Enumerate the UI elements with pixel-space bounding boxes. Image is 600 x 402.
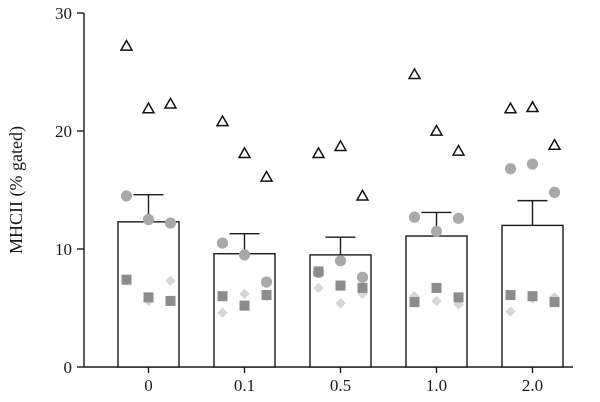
square-point bbox=[239, 300, 250, 311]
triangle-point bbox=[215, 114, 230, 127]
square-point bbox=[121, 274, 132, 285]
circle-point bbox=[548, 186, 561, 198]
triangle-point bbox=[333, 139, 348, 152]
circle-point bbox=[504, 163, 517, 175]
square-point bbox=[217, 291, 228, 302]
square-point bbox=[165, 295, 176, 306]
square-point bbox=[409, 297, 420, 308]
triangle-point bbox=[237, 146, 252, 159]
circle-point bbox=[526, 158, 539, 170]
y-tick-label: 10 bbox=[55, 240, 72, 259]
triangle-point bbox=[119, 39, 134, 51]
data-points bbox=[119, 39, 562, 318]
x-tick-label: 0.5 bbox=[330, 376, 351, 395]
square-point bbox=[505, 290, 516, 301]
circle-point bbox=[164, 217, 177, 229]
square-point bbox=[357, 282, 368, 293]
diamond-point bbox=[239, 288, 250, 300]
triangle-point bbox=[503, 101, 518, 114]
triangle-point bbox=[355, 188, 370, 201]
triangle-point bbox=[547, 138, 562, 151]
x-tick-label: 2.0 bbox=[522, 376, 543, 395]
x-tick-label: 0.1 bbox=[234, 376, 255, 395]
circle-point bbox=[334, 255, 347, 267]
y-axis-label: MHCII (% gated) bbox=[6, 126, 27, 254]
triangle-point bbox=[525, 100, 540, 113]
circle-point bbox=[356, 271, 369, 283]
circle-point bbox=[430, 225, 443, 237]
square-point bbox=[261, 290, 272, 301]
square-point bbox=[453, 292, 464, 303]
square-point bbox=[143, 292, 154, 303]
circle-point bbox=[238, 249, 251, 261]
y-tick-label: 20 bbox=[55, 122, 72, 141]
triangle-point bbox=[311, 146, 326, 159]
triangle-point bbox=[407, 67, 422, 80]
triangle-point bbox=[451, 144, 466, 156]
square-point bbox=[527, 291, 538, 302]
circle-point bbox=[142, 213, 155, 226]
triangle-point bbox=[259, 170, 274, 182]
diamond-point bbox=[313, 282, 324, 294]
diamond-point bbox=[165, 275, 176, 287]
diamond-point bbox=[431, 295, 442, 307]
triangle-point bbox=[141, 101, 156, 114]
x-tick-label: 0 bbox=[144, 376, 153, 395]
square-point bbox=[549, 297, 560, 308]
error-bars bbox=[133, 194, 548, 255]
y-tick-label: 0 bbox=[64, 358, 73, 377]
x-tick-label: 1.0 bbox=[426, 376, 447, 395]
square-point bbox=[431, 282, 442, 293]
triangle-point bbox=[429, 123, 444, 136]
circle-point bbox=[408, 211, 421, 223]
diamond-point bbox=[335, 298, 346, 309]
circle-point bbox=[120, 190, 133, 202]
diamond-point bbox=[217, 307, 228, 318]
triangle-point bbox=[163, 96, 178, 109]
square-point bbox=[335, 280, 346, 291]
y-tick-label: 30 bbox=[55, 4, 72, 23]
circle-point bbox=[260, 276, 273, 288]
circle-point bbox=[216, 237, 229, 249]
diamond-point bbox=[505, 306, 516, 317]
square-point bbox=[313, 266, 324, 277]
circle-point bbox=[452, 212, 465, 224]
